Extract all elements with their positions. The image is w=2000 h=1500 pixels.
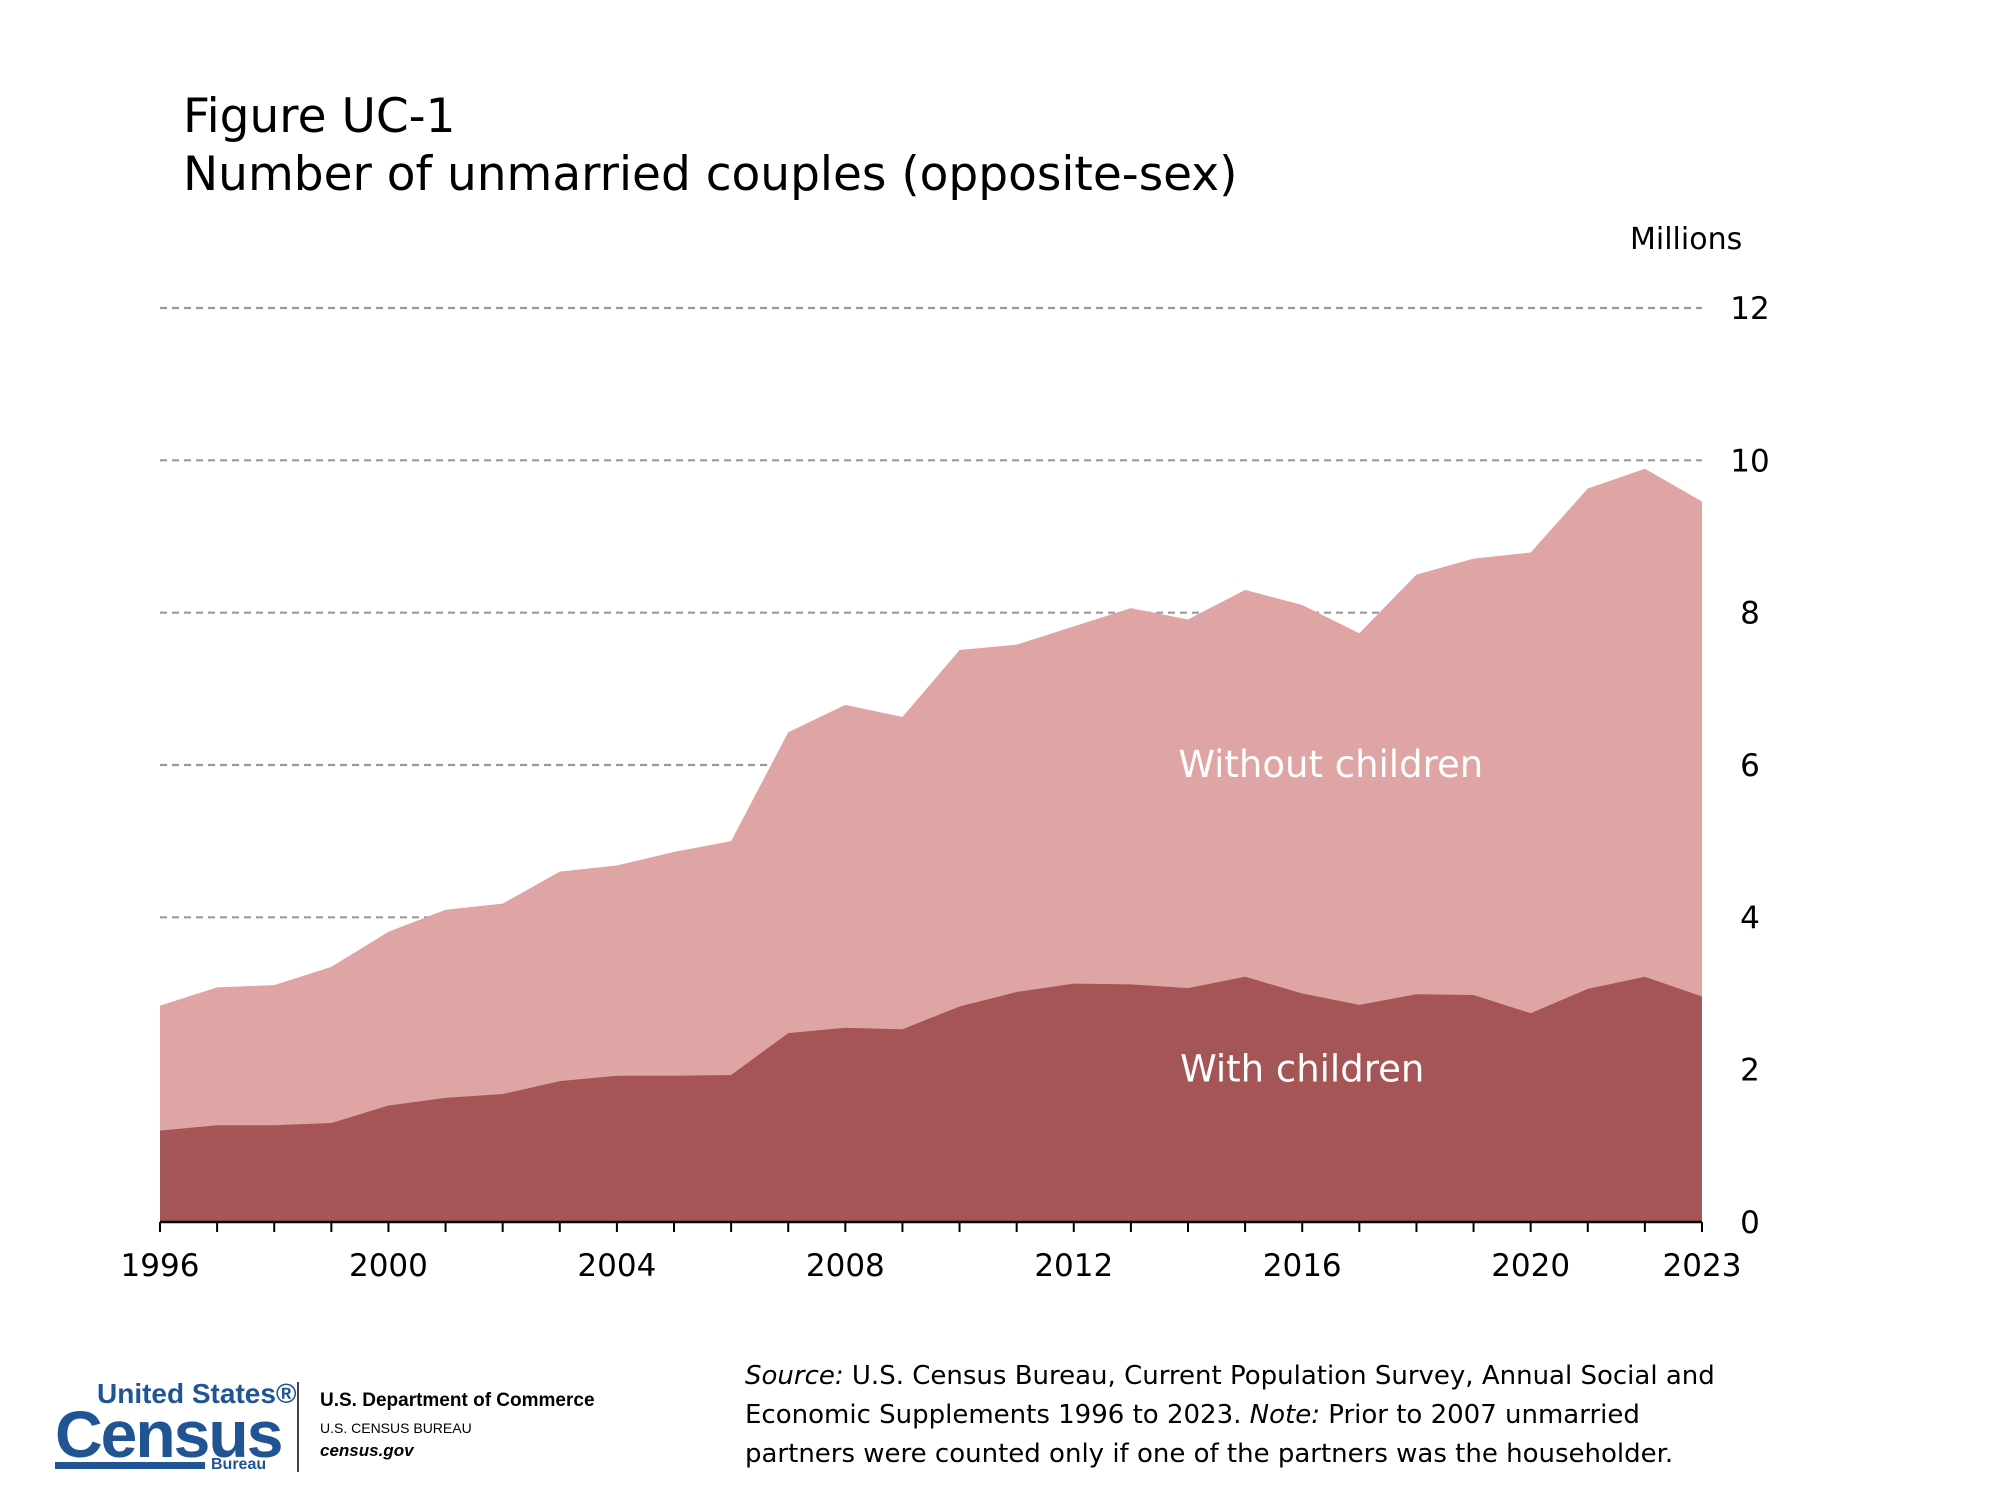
x-axis: [159, 1220, 1703, 1232]
logo-united-states: United States®: [97, 1378, 297, 1409]
chart-title: Number of unmarried couples (opposite-se…: [183, 147, 1238, 202]
x-tick-label-2000: 2000: [349, 1248, 428, 1284]
y-tick-label-4: 4: [1740, 900, 1760, 936]
source-note: Source: U.S. Census Bureau, Current Popu…: [745, 1357, 1745, 1474]
y-tick-label-8: 8: [1740, 596, 1760, 632]
logo-census: Census: [55, 1397, 283, 1471]
source-label: Source:: [745, 1361, 844, 1391]
annotations: Without children With children: [1178, 743, 1483, 1091]
tick-labels: 1996 2000 2004 2008 2012 2016 2020 2023 0 2 4 6 8 10 1…: [121, 291, 1770, 1284]
y-tick-label-12: 12: [1730, 291, 1769, 327]
area-with-children: [160, 976, 1702, 1222]
series-label-with-children: With children: [1180, 1048, 1424, 1091]
logo-department: U.S. Department of Commerce: [320, 1390, 595, 1411]
x-tick-label-1996: 1996: [121, 1248, 200, 1284]
x-tick-label-2012: 2012: [1034, 1248, 1113, 1284]
logo-bureau: Bureau: [211, 1456, 267, 1473]
note-label: Note:: [1249, 1400, 1320, 1430]
series-label-without-children: Without children: [1178, 743, 1483, 786]
figure-label: Figure UC-1: [183, 89, 456, 144]
x-tick-label-2016: 2016: [1263, 1248, 1342, 1284]
x-tick-label-2004: 2004: [577, 1248, 656, 1284]
y-tick-label-0: 0: [1740, 1205, 1760, 1241]
y-tick-label-10: 10: [1730, 443, 1769, 479]
x-tick-label-2008: 2008: [806, 1248, 885, 1284]
y-axis-unit-label: Millions: [1630, 222, 1743, 257]
x-tick-label-2020: 2020: [1491, 1248, 1570, 1284]
logo-website[interactable]: census.gov: [320, 1441, 414, 1460]
y-tick-label-2: 2: [1740, 1053, 1760, 1089]
note-text: Prior to 2007 unmarried partners were co…: [745, 1400, 1674, 1469]
y-tick-label-6: 6: [1740, 748, 1760, 784]
logo-divider: [297, 1382, 299, 1472]
title-block: Figure UC-1 Number of unmarried couples …: [183, 88, 1237, 204]
x-tick-label-2023: 2023: [1663, 1248, 1742, 1284]
area-series: [160, 468, 1702, 1222]
source-text: U.S. Census Bureau, Current Population S…: [745, 1361, 1715, 1430]
logo-bureau-caps: U.S. CENSUS BUREAU: [320, 1420, 472, 1436]
census-logo[interactable]: United States® Census Bureau U.S. Depart…: [55, 1378, 645, 1478]
logo-underline: [55, 1462, 205, 1469]
